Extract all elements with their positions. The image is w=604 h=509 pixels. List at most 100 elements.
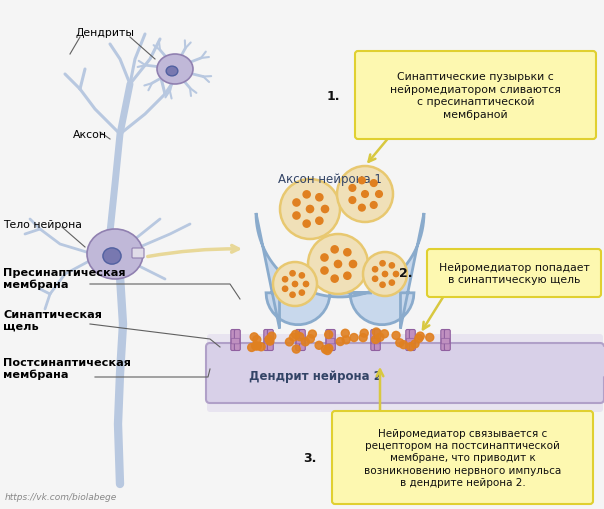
Circle shape <box>316 218 323 225</box>
Circle shape <box>321 267 328 274</box>
Circle shape <box>292 346 300 353</box>
FancyBboxPatch shape <box>234 330 240 351</box>
Circle shape <box>371 336 379 344</box>
Circle shape <box>372 328 381 336</box>
Text: Синаптические пузырьки с
нейромедиатором сливаются
с пресинаптической
мембраной: Синаптические пузырьки с нейромедиатором… <box>390 72 561 120</box>
FancyBboxPatch shape <box>442 338 449 344</box>
Circle shape <box>370 180 377 187</box>
Circle shape <box>309 330 316 338</box>
Ellipse shape <box>87 230 143 279</box>
FancyBboxPatch shape <box>326 338 335 344</box>
Circle shape <box>253 343 262 350</box>
Circle shape <box>290 271 295 276</box>
Circle shape <box>299 291 304 296</box>
Circle shape <box>293 212 300 220</box>
Circle shape <box>349 197 356 204</box>
Text: Дендриты: Дендриты <box>76 28 135 38</box>
Text: Пресинаптическая
мембрана: Пресинаптическая мембрана <box>3 267 126 290</box>
Circle shape <box>283 287 288 292</box>
FancyBboxPatch shape <box>374 330 381 351</box>
Circle shape <box>283 277 288 282</box>
FancyBboxPatch shape <box>300 330 305 351</box>
FancyBboxPatch shape <box>207 334 603 412</box>
Circle shape <box>381 330 388 338</box>
Circle shape <box>253 336 261 344</box>
Circle shape <box>252 342 260 350</box>
FancyBboxPatch shape <box>410 330 416 351</box>
Circle shape <box>376 191 382 198</box>
Circle shape <box>359 178 365 184</box>
Circle shape <box>301 338 309 346</box>
Circle shape <box>293 200 300 207</box>
Circle shape <box>290 293 295 298</box>
Circle shape <box>315 342 323 350</box>
Text: Нейромедиатор попадает
в синаптическую щель: Нейромедиатор попадает в синаптическую щ… <box>439 262 590 285</box>
Circle shape <box>308 235 368 294</box>
Circle shape <box>370 202 377 209</box>
Circle shape <box>257 343 265 351</box>
Circle shape <box>400 341 408 349</box>
FancyBboxPatch shape <box>329 330 335 351</box>
Circle shape <box>359 334 367 342</box>
FancyBboxPatch shape <box>371 330 377 351</box>
Text: Аксон нейрона 1: Аксон нейрона 1 <box>278 173 382 186</box>
FancyBboxPatch shape <box>371 338 380 344</box>
FancyBboxPatch shape <box>231 330 237 351</box>
Circle shape <box>321 254 328 262</box>
Text: Аксон: Аксон <box>73 130 107 140</box>
Text: Постсинаптическая
мембрана: Постсинаптическая мембрана <box>3 357 131 379</box>
Circle shape <box>336 338 344 346</box>
Circle shape <box>396 339 404 347</box>
Circle shape <box>349 185 356 192</box>
Circle shape <box>248 344 255 352</box>
Circle shape <box>415 335 423 343</box>
Circle shape <box>286 338 294 346</box>
Circle shape <box>360 329 368 337</box>
Circle shape <box>344 273 351 280</box>
Polygon shape <box>256 214 424 329</box>
Circle shape <box>303 191 310 199</box>
FancyBboxPatch shape <box>265 338 272 344</box>
Circle shape <box>406 343 414 351</box>
Text: Синаптическая
щель: Синаптическая щель <box>3 309 102 331</box>
Circle shape <box>376 333 384 342</box>
Circle shape <box>392 332 400 340</box>
Text: 1.: 1. <box>327 89 340 102</box>
FancyBboxPatch shape <box>445 330 450 351</box>
Text: https://vk.com/biolabege: https://vk.com/biolabege <box>5 492 117 501</box>
Circle shape <box>321 206 329 213</box>
FancyBboxPatch shape <box>206 344 604 403</box>
Circle shape <box>363 252 407 296</box>
Circle shape <box>337 166 393 222</box>
FancyBboxPatch shape <box>326 330 332 351</box>
Circle shape <box>316 194 323 202</box>
Circle shape <box>325 345 333 353</box>
Circle shape <box>341 330 349 337</box>
Circle shape <box>266 337 274 346</box>
FancyBboxPatch shape <box>427 249 601 297</box>
Circle shape <box>359 205 365 212</box>
Text: 2.: 2. <box>399 267 412 280</box>
Text: Тело нейрона: Тело нейрона <box>3 219 82 230</box>
Circle shape <box>289 333 298 342</box>
FancyBboxPatch shape <box>441 330 447 351</box>
Ellipse shape <box>157 55 193 85</box>
Circle shape <box>296 333 304 341</box>
Circle shape <box>306 206 313 213</box>
FancyBboxPatch shape <box>231 338 240 344</box>
Circle shape <box>373 276 378 282</box>
Circle shape <box>265 336 273 344</box>
Circle shape <box>389 263 394 269</box>
FancyBboxPatch shape <box>406 338 415 344</box>
Circle shape <box>299 273 304 278</box>
Text: Дендрит нейрона 2: Дендрит нейрона 2 <box>249 370 382 382</box>
Circle shape <box>292 331 300 338</box>
Circle shape <box>303 282 309 287</box>
Circle shape <box>323 347 332 355</box>
Circle shape <box>349 261 356 268</box>
Text: Нейромедиатор связывается с
рецептором на постсинаптической
мембране, что привод: Нейромедиатор связывается с рецептором н… <box>364 428 561 487</box>
Circle shape <box>362 191 368 198</box>
FancyBboxPatch shape <box>406 330 412 351</box>
Circle shape <box>416 332 424 341</box>
Circle shape <box>382 272 388 277</box>
